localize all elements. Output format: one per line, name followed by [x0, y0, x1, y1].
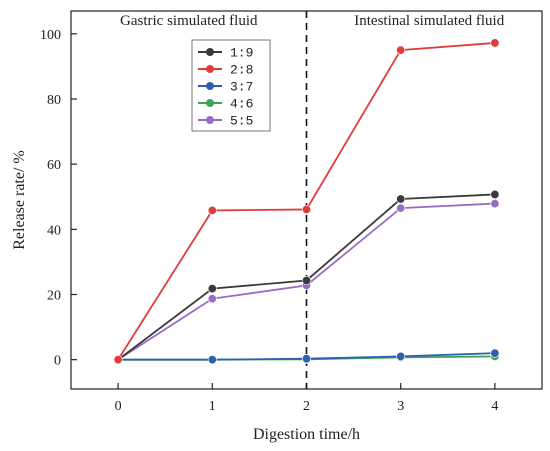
series-3-7: [113, 348, 500, 365]
y-tick-label: 40: [47, 223, 61, 238]
gastric-phase-label: Gastric simulated fluid: [120, 13, 258, 29]
y-tick-label: 0: [54, 354, 61, 369]
x-tick-label: 0: [115, 399, 122, 414]
legend-swatch-marker: [206, 116, 214, 124]
series-layer: [113, 38, 500, 365]
data-point: [396, 351, 406, 361]
data-point: [396, 203, 406, 213]
legend-label: 3:7: [230, 80, 253, 95]
legend-label: 1:9: [230, 46, 253, 61]
data-point: [301, 204, 311, 214]
legend-swatch-marker: [206, 99, 214, 107]
legend: 1:9 2:8 3:7 4:6 5:5: [191, 39, 271, 132]
data-point: [113, 355, 123, 365]
y-tick-label: 60: [47, 158, 61, 173]
legend-swatch-marker: [206, 65, 214, 73]
legend-swatch-marker: [206, 48, 214, 56]
data-point: [207, 355, 217, 365]
data-point: [301, 354, 311, 364]
data-point: [301, 275, 311, 285]
plot-border: [70, 10, 543, 390]
data-point: [396, 194, 406, 204]
legend-swatch-marker: [206, 82, 214, 90]
legend-label: 5:5: [230, 114, 253, 129]
y-axis-title: Release rate/ %: [11, 150, 28, 250]
x-tick-label: 1: [209, 399, 216, 414]
data-point: [490, 38, 500, 48]
plot-frame: [70, 10, 543, 390]
legend-label: 4:6: [230, 97, 253, 112]
y-axis-ticks: 0 20 40 60 80 100: [40, 28, 77, 369]
y-tick-label: 80: [47, 93, 61, 108]
x-axis-title: Digestion time/h: [253, 426, 360, 443]
x-tick-label: 4: [491, 399, 498, 414]
y-tick-label: 100: [40, 28, 61, 43]
x-tick-label: 3: [397, 399, 404, 414]
data-point: [490, 348, 500, 358]
legend-label: 2:8: [230, 63, 253, 78]
data-point: [207, 294, 217, 304]
data-point: [207, 284, 217, 294]
data-point: [490, 189, 500, 199]
series-2-8: [113, 38, 500, 365]
data-point: [490, 199, 500, 209]
x-tick-label: 2: [303, 399, 310, 414]
intestinal-phase-label: Intestinal simulated fluid: [354, 13, 504, 29]
y-tick-label: 20: [47, 289, 61, 304]
data-point: [396, 45, 406, 55]
data-point: [207, 205, 217, 215]
